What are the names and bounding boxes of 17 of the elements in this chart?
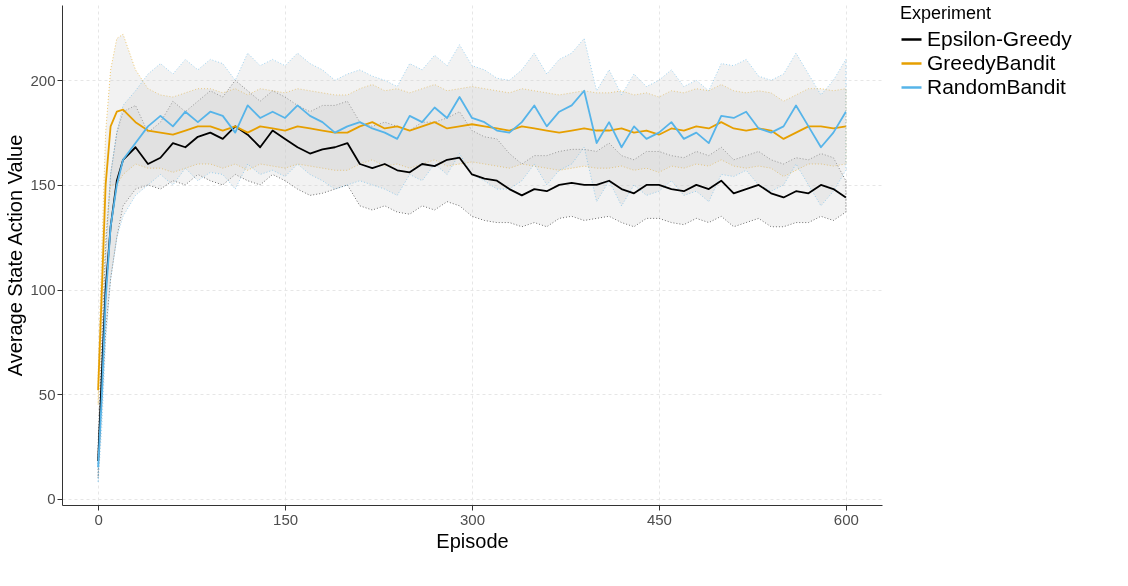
y-tick-label: 150 — [30, 176, 56, 194]
legend-label: RandomBandit — [927, 74, 1067, 98]
x-tick-label: 150 — [273, 510, 299, 528]
x-tick-label: 600 — [833, 510, 859, 528]
y-axis-title: Average State Action Value — [4, 134, 27, 377]
x-axis-title: Episode — [436, 529, 509, 552]
y-tick-label: 200 — [30, 71, 56, 89]
x-tick-label: 0 — [94, 510, 103, 528]
legend-title: Experiment — [900, 3, 992, 23]
x-tick-label: 450 — [646, 510, 672, 528]
y-tick-label: 50 — [38, 385, 56, 403]
legend-label: Epsilon-Greedy — [927, 26, 1073, 50]
y-tick-label: 0 — [47, 490, 56, 508]
y-tick-label: 100 — [30, 281, 56, 299]
line-series — [97, 108, 847, 391]
x-tick-label: 300 — [459, 510, 486, 528]
legend-label: GreedyBandit — [927, 50, 1056, 74]
